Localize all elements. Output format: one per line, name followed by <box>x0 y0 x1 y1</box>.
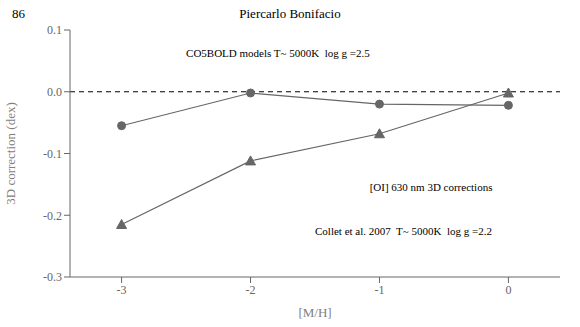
html-text:CO5BOLD models T~ 5000K log g: CO5BOLD models T~ 5000K log g =2.5 <box>186 47 370 60</box>
svg-text:3D correction (dex): 3D correction (dex) <box>8 102 18 205</box>
svg-text:-1: -1 <box>374 283 384 297</box>
html-text:Piercarlo Bonifacio: Piercarlo Bonifacio <box>239 6 341 21</box>
svg-text:-0.2: -0.2 <box>43 209 62 223</box>
svg-text:-0.1: -0.1 <box>43 147 62 161</box>
html-text:86: 86 <box>12 6 25 21</box>
svg-text:-2: -2 <box>246 283 256 297</box>
html-text:[OI] 630 nm 3D corrections: [OI] 630 nm 3D corrections <box>369 181 493 194</box>
svg-text:-0.3: -0.3 <box>43 270 62 284</box>
html-text:Collet et al. 2007 T~ 5000K lo: Collet et al. 2007 T~ 5000K log g =2.2 <box>315 224 492 237</box>
svg-text:0.1: 0.1 <box>47 23 62 37</box>
svg-text:-3: -3 <box>117 283 127 297</box>
svg-text:[M/H]: [M/H] <box>298 305 331 320</box>
svg-text:0.0: 0.0 <box>47 85 62 99</box>
svg-text:0: 0 <box>505 283 511 297</box>
